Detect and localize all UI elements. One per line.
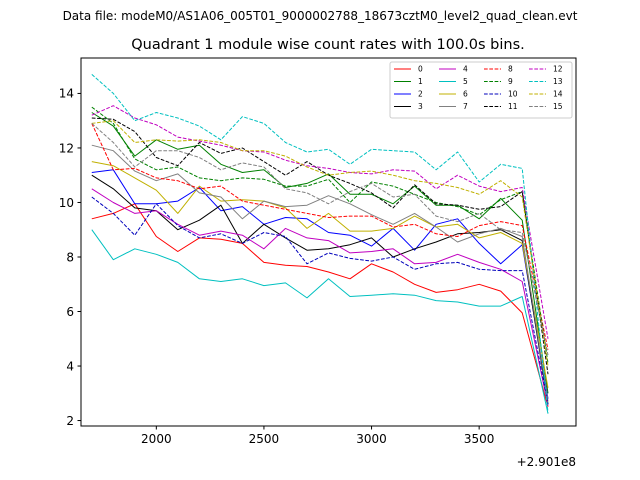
- series-line-14: [91, 120, 549, 367]
- legend-label-4: 4: [463, 65, 468, 74]
- legend-label-2: 2: [418, 90, 423, 99]
- series-line-8: [91, 123, 549, 350]
- series-line-15: [91, 123, 549, 356]
- axis-ticks: 2000 2500 3000 3500 2 4 6 8 10 12 14: [59, 87, 495, 446]
- legend-label-10: 10: [508, 90, 518, 99]
- x-tick-label: 3000: [356, 432, 387, 446]
- legend-label-8: 8: [508, 65, 513, 74]
- series-line-3: [91, 174, 549, 405]
- series-line-5: [91, 229, 549, 414]
- series-line-6: [91, 161, 549, 388]
- legend-label-14: 14: [553, 90, 563, 99]
- series-line-4: [91, 188, 549, 406]
- legend-label-0: 0: [418, 65, 423, 74]
- series-line-0: [91, 203, 549, 408]
- y-tick-label: 8: [66, 250, 74, 264]
- legend-label-13: 13: [553, 77, 563, 86]
- y-tick-label: 2: [66, 414, 74, 428]
- x-tick-label: 3500: [464, 432, 495, 446]
- legend-label-15: 15: [553, 102, 563, 111]
- legend-label-9: 9: [508, 77, 513, 86]
- series-line-1: [91, 112, 549, 394]
- x-tick-label: 2500: [249, 432, 280, 446]
- legend-label-11: 11: [508, 102, 518, 111]
- legend-label-7: 7: [463, 102, 468, 111]
- legend-label-1: 1: [418, 77, 423, 86]
- series-line-11: [91, 117, 549, 375]
- plot-area: [91, 74, 549, 414]
- y-tick-label: 10: [59, 196, 74, 210]
- legend-label-5: 5: [463, 77, 468, 86]
- chart-title: Quadrant 1 module wise count rates with …: [131, 37, 525, 53]
- legend-box: [389, 61, 573, 119]
- series-line-10: [91, 196, 549, 405]
- legend-label-3: 3: [418, 102, 423, 111]
- series-line-12: [91, 105, 549, 339]
- series-line-13: [91, 74, 549, 413]
- series-line-9: [91, 106, 549, 364]
- x-tick-label: 2000: [141, 432, 172, 446]
- data-file-label: Data file: modeM0/AS1A06_005T01_90000027…: [63, 9, 578, 23]
- legend-label-6: 6: [463, 90, 468, 99]
- series-line-7: [91, 144, 549, 402]
- y-tick-label: 4: [66, 359, 74, 373]
- axes-frame: [80, 57, 577, 427]
- y-tick-label: 14: [59, 87, 74, 101]
- y-tick-label: 6: [66, 305, 74, 319]
- legend-label-12: 12: [553, 65, 563, 74]
- x-offset-label: +2.901e8: [517, 455, 576, 469]
- y-tick-label: 12: [59, 141, 74, 155]
